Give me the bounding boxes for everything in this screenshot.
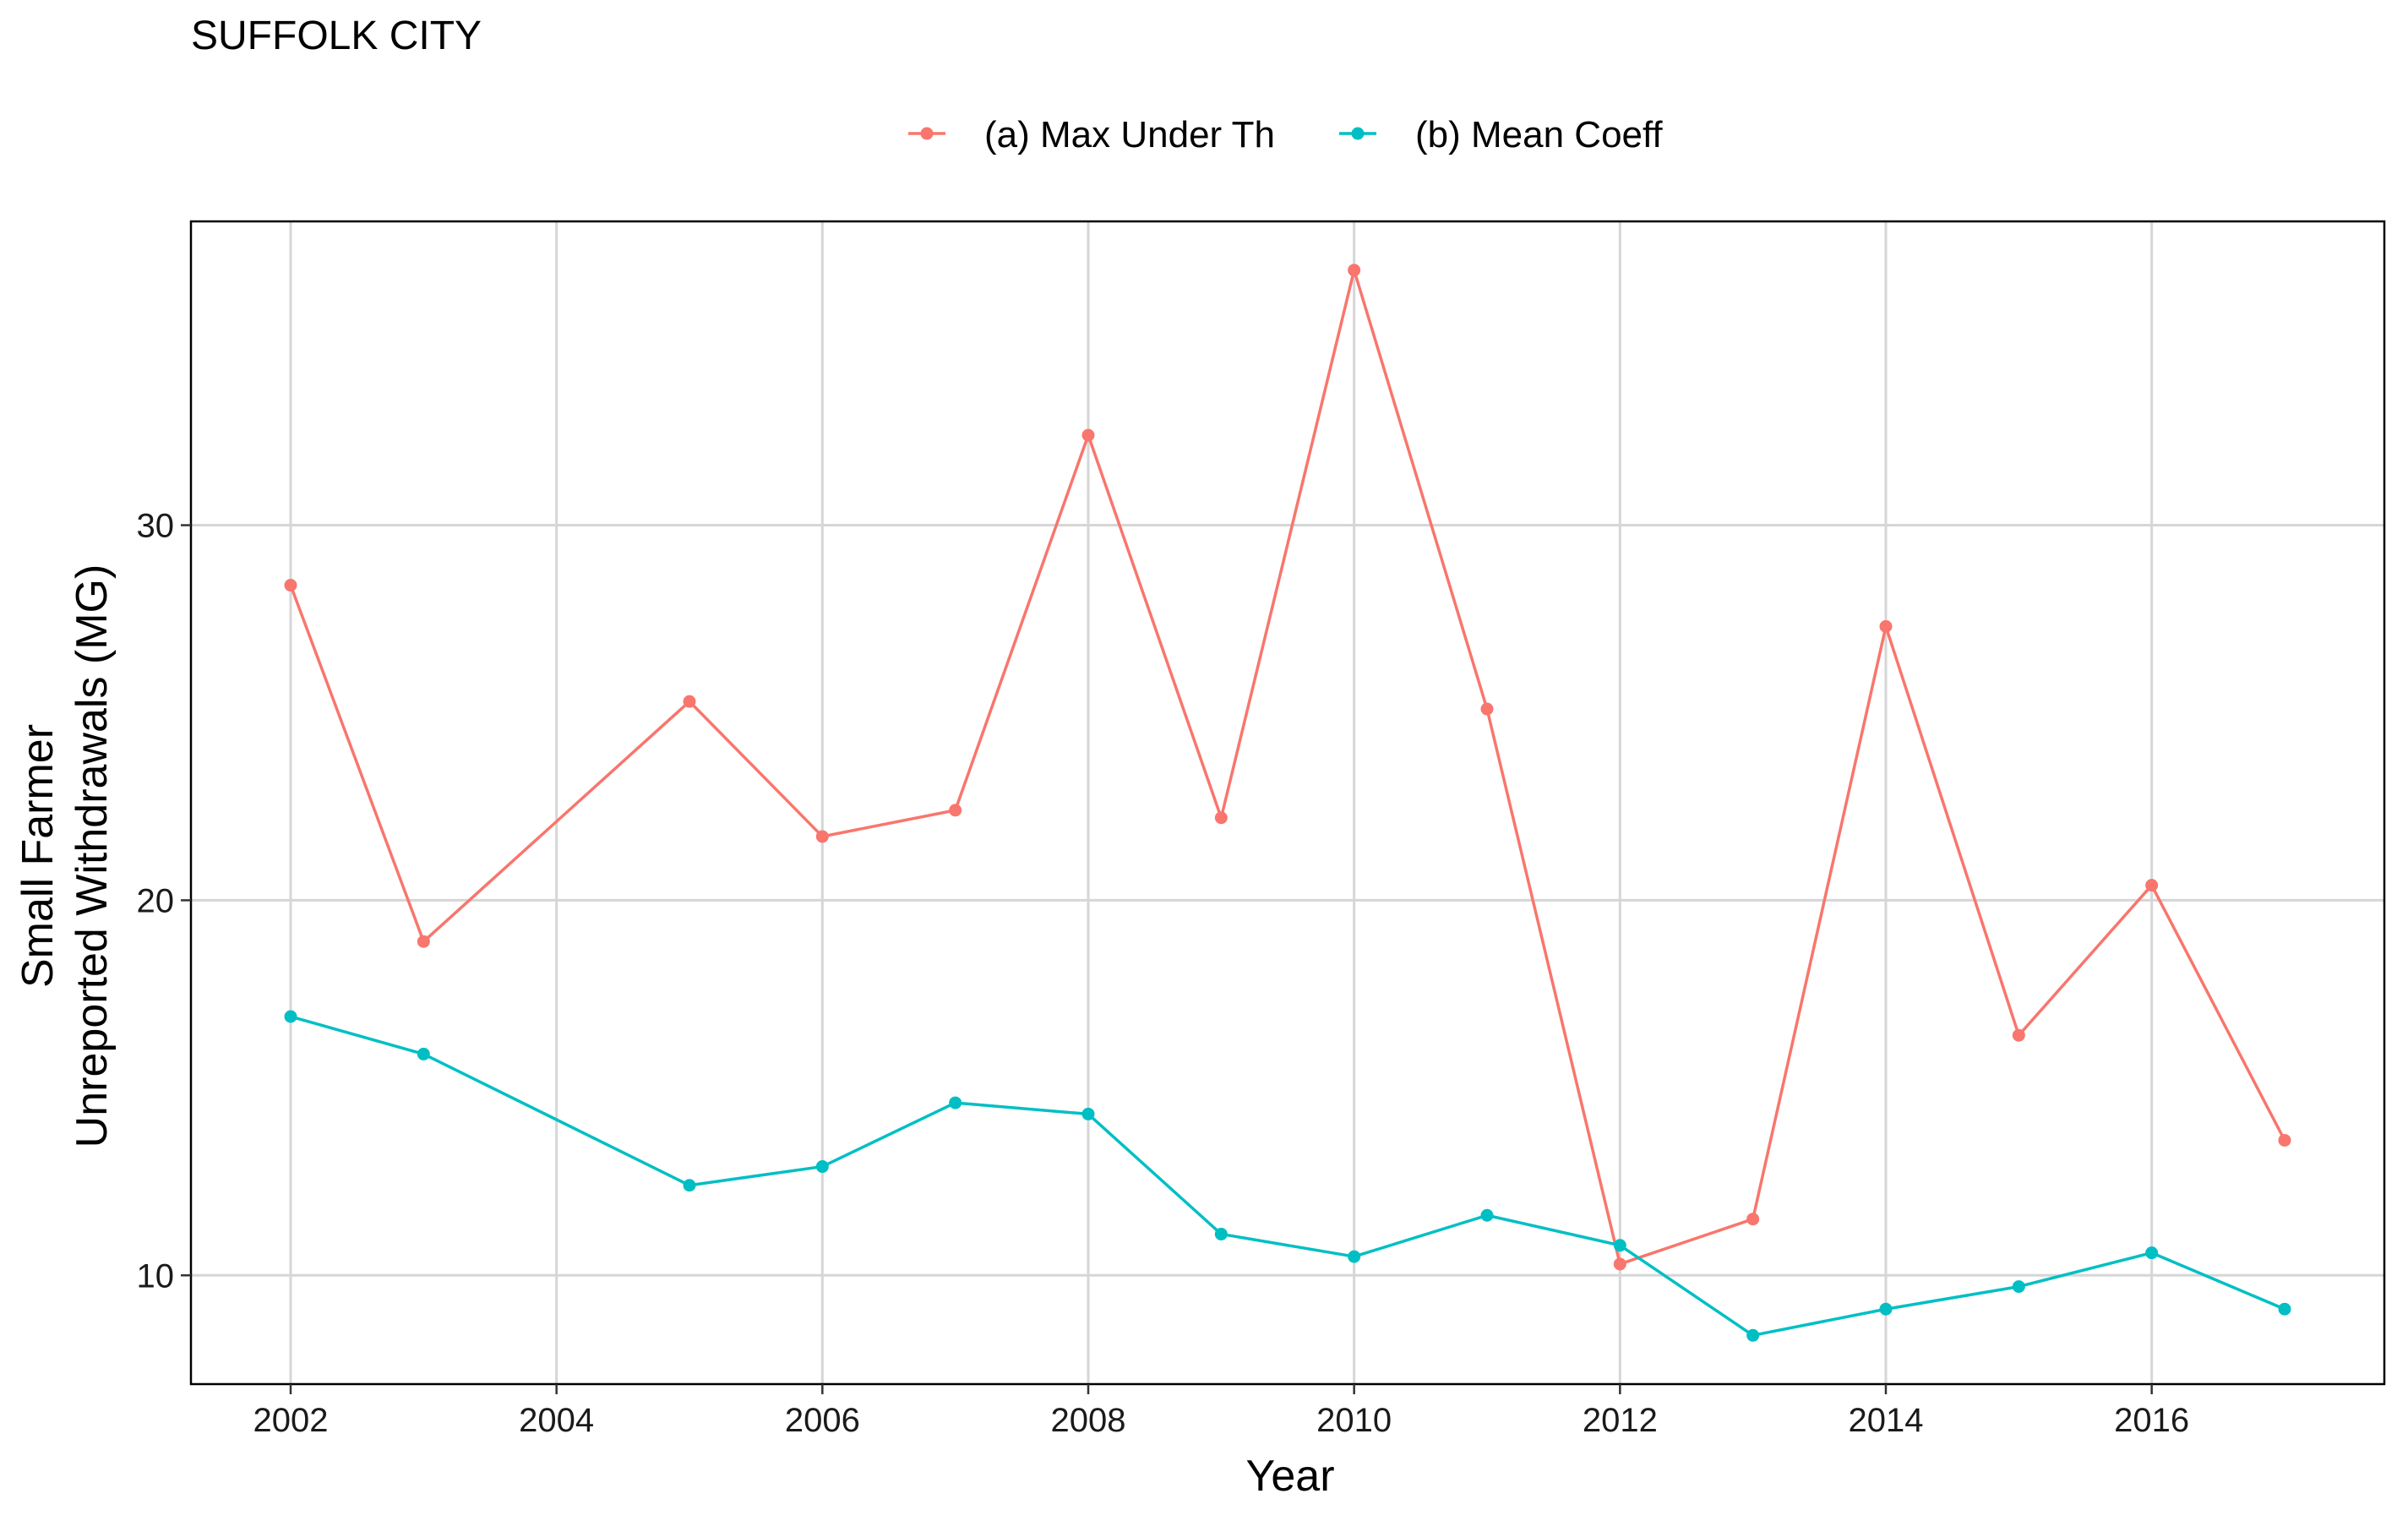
- x-axis: 2002 2004 2006 2008 2010 2012 2014 2016: [253, 1384, 2189, 1439]
- data-point: [1480, 1208, 1494, 1222]
- data-point: [1214, 1227, 1228, 1240]
- data-point: [284, 579, 297, 592]
- data-point: [949, 1096, 962, 1109]
- series-group: [284, 1010, 2291, 1342]
- y-tick-label: 10: [137, 1257, 175, 1295]
- x-tick-label: 2016: [2114, 1402, 2189, 1439]
- series-layer: [284, 264, 2291, 1342]
- data-point: [1879, 619, 1893, 633]
- data-point: [417, 935, 430, 948]
- data-point: [417, 1047, 430, 1060]
- legend: (a) Max Under Th (b) Mean Coeff: [908, 114, 1663, 155]
- x-tick-label: 2010: [1316, 1402, 1392, 1439]
- y-tick-label: 30: [137, 508, 175, 545]
- data-point: [1746, 1213, 1760, 1226]
- legend-key-point: [1351, 127, 1365, 140]
- x-tick-label: 2008: [1051, 1402, 1126, 1439]
- data-point: [1613, 1257, 1626, 1271]
- data-point: [1214, 811, 1228, 825]
- data-point: [2278, 1133, 2291, 1147]
- data-point: [2012, 1028, 2025, 1042]
- data-point: [683, 1179, 696, 1192]
- data-point: [1746, 1328, 1760, 1342]
- legend-label: (a) Max Under Th: [984, 114, 1275, 155]
- x-tick-label: 2002: [253, 1402, 329, 1439]
- data-point: [1348, 1250, 1361, 1263]
- x-tick-label: 2014: [1849, 1402, 1924, 1439]
- data-point: [815, 1160, 829, 1174]
- y-tick-label: 20: [137, 882, 175, 919]
- data-point: [1348, 264, 1361, 277]
- x-tick-label: 2004: [519, 1402, 594, 1439]
- data-point: [1081, 1107, 1095, 1120]
- data-point: [1613, 1239, 1626, 1252]
- y-axis-title-line-2: Unreported Withdrawals (MG): [68, 564, 117, 1148]
- x-tick-label: 2006: [785, 1402, 860, 1439]
- legend-label: (b) Mean Coeff: [1415, 114, 1663, 155]
- legend-key-point: [920, 127, 934, 140]
- series-line: [289, 268, 2286, 1266]
- data-point: [683, 695, 696, 708]
- y-axis-title-line-1: Small Farmer: [14, 724, 63, 988]
- chart-title: SUFFOLK CITY: [191, 14, 482, 58]
- data-point: [2278, 1302, 2291, 1316]
- data-point: [1081, 428, 1095, 442]
- data-point: [1879, 1302, 1893, 1316]
- data-point: [2012, 1280, 2025, 1294]
- data-point: [1480, 702, 1494, 716]
- series-line: [290, 1015, 2285, 1338]
- data-point: [949, 804, 962, 817]
- data-point: [2145, 879, 2159, 892]
- grid: [191, 221, 2384, 1384]
- x-axis-title: Year: [1245, 1452, 1334, 1501]
- data-point: [2145, 1246, 2159, 1260]
- series-group: [284, 264, 2291, 1271]
- data-point: [815, 830, 829, 843]
- plot-panel-border: [189, 220, 2386, 1386]
- data-point: [284, 1010, 297, 1023]
- y-axis: 10 20 30: [137, 508, 191, 1295]
- x-tick-label: 2012: [1583, 1402, 1658, 1439]
